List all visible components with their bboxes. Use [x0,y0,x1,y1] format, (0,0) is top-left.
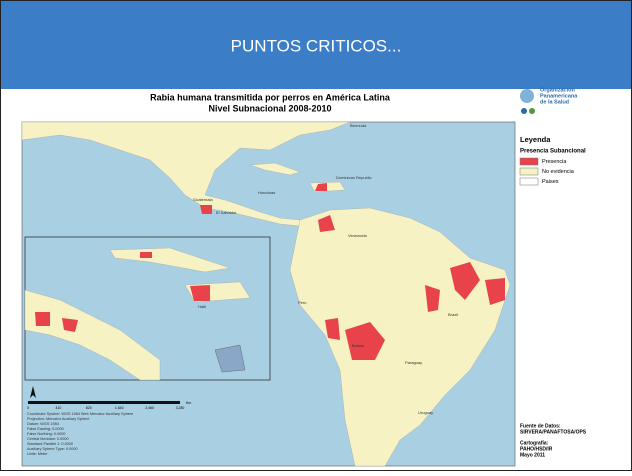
logo: Organización Panamericana de la Salud [520,87,578,114]
country-label: Brazil [448,312,458,317]
presence-area [190,285,210,301]
presence-area [200,205,212,214]
scale-label: 410 [55,406,61,410]
map-notes: Coordinate System: WGS 1984 Web Mercator… [27,412,133,456]
presence-area [450,262,480,300]
note-line: False Easting: 0.0000 [27,427,64,431]
legend-label: Paises [542,179,559,185]
scale-label: 820 [86,406,92,410]
logo-text: Organización [540,87,575,93]
logo-text: Panamericana [540,93,578,99]
north-arrow [30,386,36,398]
note-line: Datum: WGS 1984 [27,422,59,426]
presence-area [485,278,505,305]
country-label: Guatemala [193,197,213,202]
scale-unit: Km [186,401,191,405]
country-label: Paraguay [405,360,422,365]
country-label: El Salvador [216,210,237,215]
legend-subtitle: Presencia Subancional [520,149,586,155]
source-line: Cartografía: [520,440,549,446]
header-title: PUNTOS CRITICOS... [231,36,402,55]
note-line: False Northing: 0.0000 [27,432,65,436]
source-line: Fuente de Datos: [520,423,561,429]
presence-area [35,312,50,326]
country-label: Uruguay [418,410,433,415]
legend-label: No evidencia [542,169,575,175]
presence-area [140,252,152,258]
presence-area [318,215,335,232]
presence-area [315,183,327,191]
sources: Fuente de Datos:SIRVERA/PANAFTOSA/OPS Car… [520,423,587,458]
note-line: Auxiliary Sphere Type: 0.0000 [27,447,78,451]
country-label: Bolivia [352,343,365,348]
logo-dot [529,108,535,114]
legend-swatch [519,157,539,166]
scale-label: 3,280 [176,406,185,410]
country-label: Honduras [258,190,275,195]
source-line: SIRVERA/PANAFTOSA/OPS [520,429,587,435]
note-line: Projection: Mercator Auxiliary Sphere [27,417,89,421]
header-bar [1,1,631,89]
country-label: Bermuda [350,123,367,128]
presence-area [325,318,340,340]
map-title: Rabia humana transmitida por perros en A… [150,92,391,102]
logo-globe [520,89,534,103]
scale-label: 0 [27,406,29,410]
presence-area [62,318,78,332]
cuba [249,162,301,176]
logo-dot [521,108,527,114]
scale-label: 2,460 [145,406,154,410]
inset-venezuela [214,344,246,373]
map-title: Nivel Subnacional 2008-2010 [208,103,331,113]
country-label: Venezuela [348,233,367,238]
note-line: Standard Parallel 1: 0.0000 [27,442,73,446]
presence-area [425,285,440,312]
map: Bermuda Honduras Guatemala El Salvador D… [21,121,516,467]
legend-label: Presencia [542,159,567,165]
country-label: Peru [298,300,306,305]
presence-area [345,322,385,360]
legend-swatch [519,177,539,186]
legend-swatch [519,167,539,176]
scale-bar-rect [28,401,180,404]
note-line: Units: Meter [27,452,48,456]
country-label: Haiti [198,304,206,309]
logo-text: de la Salud [540,99,569,105]
note-line: Coordinate System: WGS 1984 Web Mercator… [27,412,133,416]
legend-title: Leyenda [520,135,551,144]
legend: Presencia No evidencia Paises [519,157,575,186]
note-line: Central Meridian: 0.0000 [27,437,69,441]
scale-label: 1,640 [115,406,124,410]
source-line: PAHO/HSD/IR [520,446,553,452]
country-label: Dominican Republic [336,175,372,180]
inset-central-america [24,289,161,381]
source-line: Mayo 2011 [520,452,545,458]
